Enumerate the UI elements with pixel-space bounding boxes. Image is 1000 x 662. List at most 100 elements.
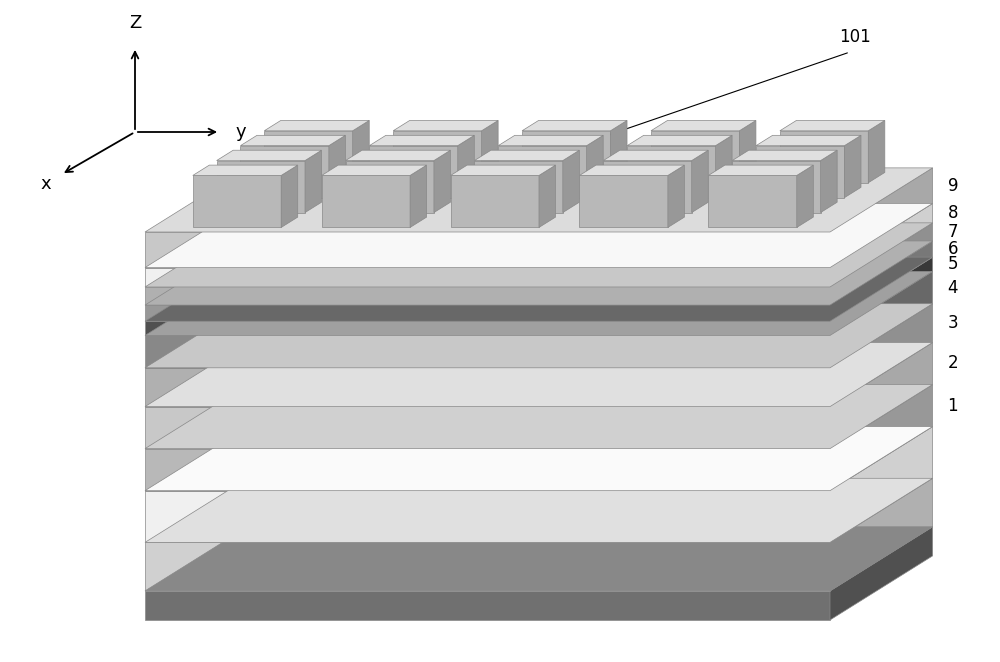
Polygon shape <box>603 150 708 161</box>
Text: 7: 7 <box>948 223 958 241</box>
Polygon shape <box>264 131 353 183</box>
Polygon shape <box>410 165 427 228</box>
Polygon shape <box>627 135 732 146</box>
Polygon shape <box>145 385 933 449</box>
Polygon shape <box>716 135 732 198</box>
Polygon shape <box>145 591 830 620</box>
Polygon shape <box>145 232 830 267</box>
Polygon shape <box>193 175 281 228</box>
Polygon shape <box>145 305 830 321</box>
Polygon shape <box>756 146 844 198</box>
Polygon shape <box>322 165 427 175</box>
Polygon shape <box>474 161 563 213</box>
Polygon shape <box>145 426 933 491</box>
Polygon shape <box>145 321 830 336</box>
Polygon shape <box>830 257 933 336</box>
Polygon shape <box>145 527 933 591</box>
Polygon shape <box>145 267 830 287</box>
Polygon shape <box>830 342 933 449</box>
Polygon shape <box>145 406 830 449</box>
Polygon shape <box>830 304 933 406</box>
Polygon shape <box>651 120 756 131</box>
Polygon shape <box>830 385 933 491</box>
Polygon shape <box>145 203 933 267</box>
Polygon shape <box>145 478 933 542</box>
Polygon shape <box>627 146 716 198</box>
Polygon shape <box>458 135 474 198</box>
Text: 1: 1 <box>948 397 958 414</box>
Polygon shape <box>498 135 603 146</box>
Polygon shape <box>217 150 322 161</box>
Text: 9: 9 <box>948 177 958 195</box>
Polygon shape <box>145 257 933 321</box>
Polygon shape <box>346 150 450 161</box>
Polygon shape <box>563 150 579 213</box>
Text: 2: 2 <box>948 354 958 373</box>
Polygon shape <box>830 271 933 368</box>
Polygon shape <box>369 135 474 146</box>
Polygon shape <box>868 120 885 183</box>
Polygon shape <box>145 542 830 591</box>
Polygon shape <box>145 342 933 406</box>
Polygon shape <box>830 168 933 267</box>
Polygon shape <box>145 287 830 305</box>
Polygon shape <box>830 203 933 287</box>
Polygon shape <box>708 165 813 175</box>
Polygon shape <box>474 150 579 161</box>
Text: y: y <box>236 123 247 141</box>
Polygon shape <box>369 146 458 198</box>
Polygon shape <box>668 165 684 228</box>
Polygon shape <box>329 135 345 198</box>
Text: 8: 8 <box>948 204 958 222</box>
Polygon shape <box>756 135 861 146</box>
Polygon shape <box>145 271 933 336</box>
Polygon shape <box>692 150 708 213</box>
Text: Z: Z <box>129 14 141 32</box>
Polygon shape <box>579 165 684 175</box>
Polygon shape <box>322 175 410 228</box>
Polygon shape <box>732 161 821 213</box>
Text: 4: 4 <box>948 279 958 297</box>
Text: x: x <box>40 175 51 193</box>
Polygon shape <box>451 165 556 175</box>
Polygon shape <box>264 120 369 131</box>
Polygon shape <box>393 131 482 183</box>
Text: 5: 5 <box>948 256 958 273</box>
Polygon shape <box>732 150 837 161</box>
Polygon shape <box>145 449 830 491</box>
Polygon shape <box>145 241 933 305</box>
Polygon shape <box>579 175 668 228</box>
Polygon shape <box>610 120 627 183</box>
Text: 3: 3 <box>948 314 958 332</box>
Polygon shape <box>434 150 450 213</box>
Polygon shape <box>739 120 756 183</box>
Polygon shape <box>498 146 587 198</box>
Polygon shape <box>821 150 837 213</box>
Polygon shape <box>830 426 933 542</box>
Polygon shape <box>830 223 933 305</box>
Polygon shape <box>830 527 933 620</box>
Polygon shape <box>240 135 345 146</box>
Polygon shape <box>797 165 813 228</box>
Polygon shape <box>305 150 322 213</box>
Polygon shape <box>522 120 627 131</box>
Polygon shape <box>281 165 298 228</box>
Polygon shape <box>482 120 498 183</box>
Text: 6: 6 <box>948 240 958 258</box>
Polygon shape <box>145 368 830 406</box>
Polygon shape <box>780 120 885 131</box>
Polygon shape <box>353 120 369 183</box>
Polygon shape <box>145 491 830 542</box>
Text: 101: 101 <box>839 28 871 46</box>
Polygon shape <box>145 304 933 368</box>
Polygon shape <box>830 478 933 591</box>
Polygon shape <box>539 165 556 228</box>
Polygon shape <box>145 168 933 232</box>
Polygon shape <box>145 336 830 368</box>
Polygon shape <box>522 131 610 183</box>
Polygon shape <box>830 241 933 321</box>
Polygon shape <box>346 161 434 213</box>
Polygon shape <box>587 135 603 198</box>
Polygon shape <box>844 135 861 198</box>
Polygon shape <box>217 161 305 213</box>
